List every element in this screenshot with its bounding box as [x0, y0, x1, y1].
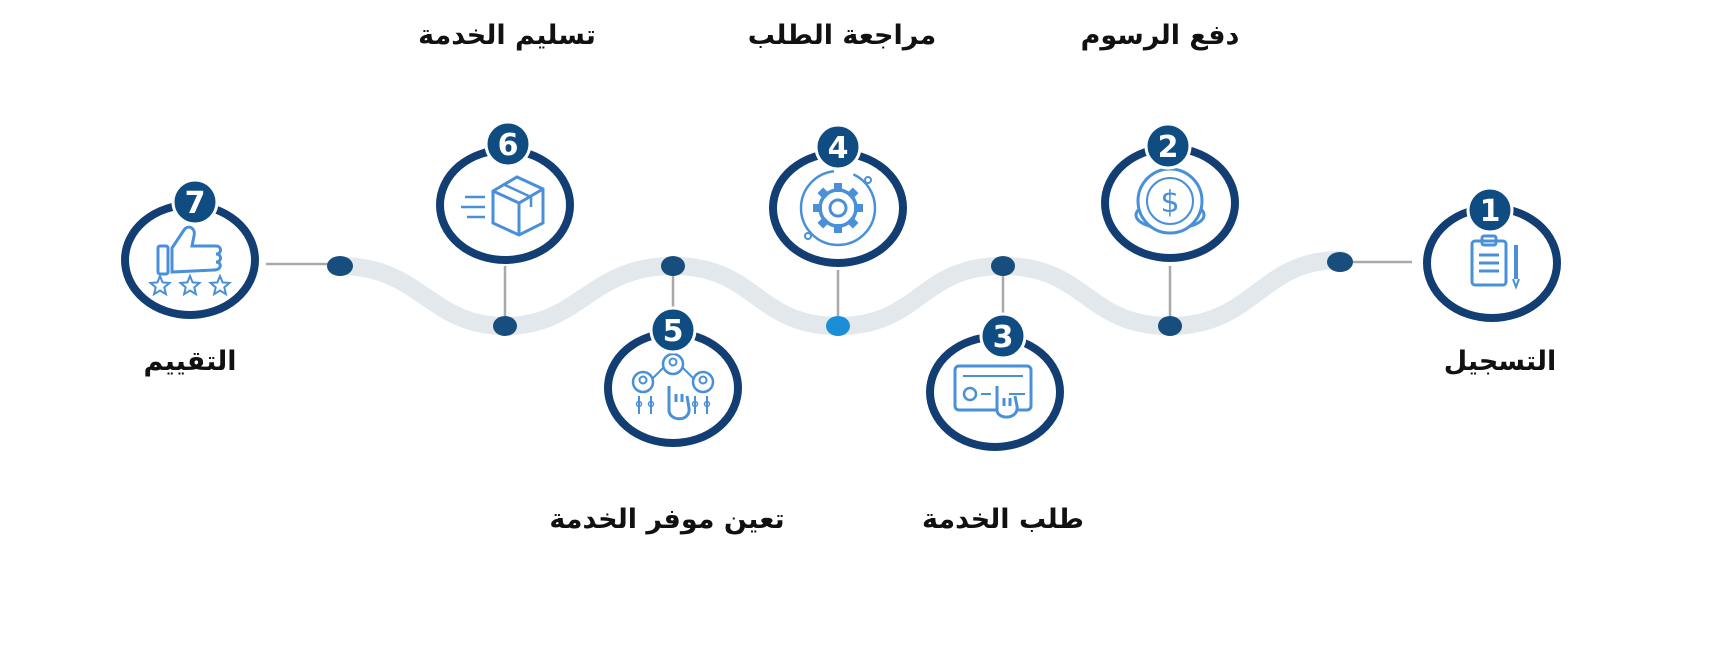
step-5-node: 5 — [604, 306, 742, 447]
road-start-dot — [327, 256, 353, 276]
step-4-badge: 4 — [814, 123, 862, 171]
form-click-icon — [953, 364, 1033, 419]
thumbs-up-stars-icon — [148, 225, 232, 297]
people-network-icon — [631, 352, 715, 421]
step-5-road-dot — [661, 256, 685, 276]
step-7-badge: 7 — [171, 178, 219, 226]
step-1-badge: 1 — [1466, 186, 1514, 234]
step-4-label: مراجعة الطلب — [747, 20, 937, 51]
step-6-badge: 6 — [484, 120, 532, 168]
step-7-label: التقييم — [143, 346, 237, 377]
step-4-node: 4 — [769, 123, 907, 267]
step-4-number: 4 — [828, 131, 849, 166]
step-5-label: تعين موفر الخدمة — [549, 504, 785, 535]
step-3-number: 3 — [993, 320, 1014, 355]
step-3-node: 3 — [926, 312, 1064, 451]
step-2-number: 2 — [1158, 130, 1179, 165]
step-6-number: 6 — [498, 128, 519, 163]
step-3-badge: 3 — [979, 312, 1027, 360]
step-3-label: طلب الخدمة — [922, 504, 1084, 535]
wavy-road — [331, 251, 1349, 336]
step-4-road-dot — [826, 316, 850, 336]
road-end-dot — [1327, 252, 1353, 272]
step-2-road-dot — [1158, 316, 1182, 336]
delivery-box-icon — [461, 175, 545, 237]
step-5-badge: 5 — [649, 306, 697, 354]
step-6-label: تسليم الخدمة — [418, 20, 596, 51]
step-7-number: 7 — [185, 186, 206, 221]
svg-text:$: $ — [1160, 185, 1179, 220]
clipboard-pen-icon — [1470, 234, 1520, 290]
step-1-number: 1 — [1480, 194, 1501, 229]
step-6-road-dot — [493, 316, 517, 336]
step-2-node: $2 — [1101, 122, 1239, 262]
step-3-road-dot — [991, 256, 1015, 276]
step-6-node: 6 — [436, 120, 574, 264]
step-7-node: 7 — [121, 178, 259, 319]
step-5-number: 5 — [663, 314, 684, 349]
gear-icon — [799, 169, 877, 247]
dollar-coin-icon: $ — [1134, 167, 1206, 235]
step-2-label: دفع الرسوم — [1080, 20, 1240, 51]
step-1-node: 1 — [1423, 186, 1561, 322]
step-1-label: التسجيل — [1443, 346, 1557, 377]
step-2-badge: 2 — [1144, 122, 1192, 170]
